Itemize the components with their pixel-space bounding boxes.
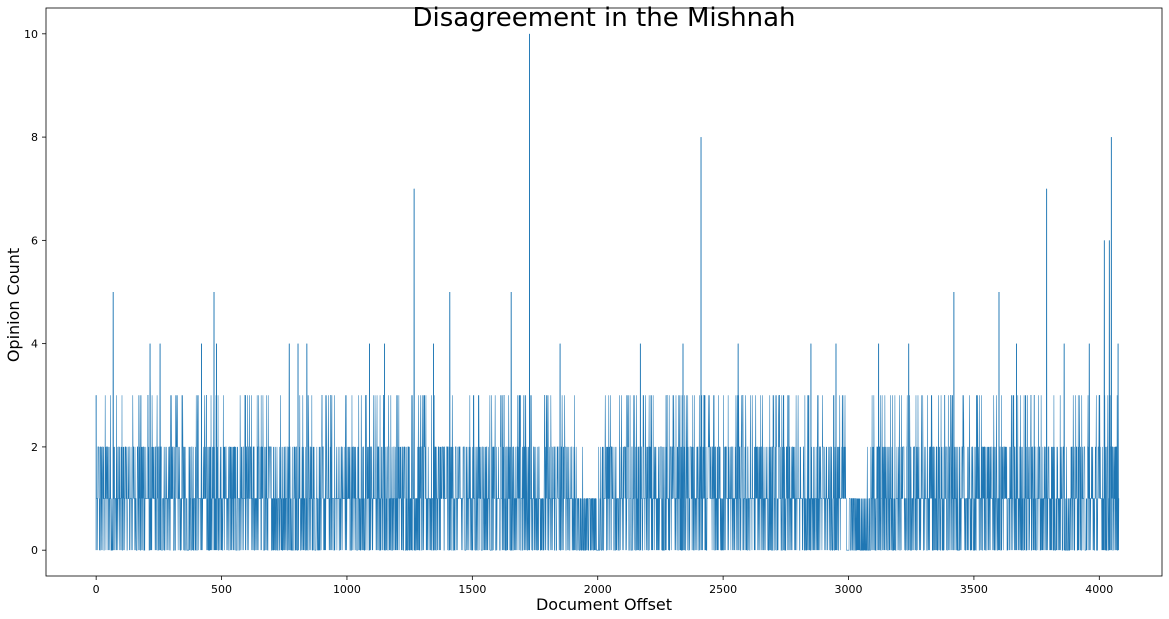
y-axis: 0 2 4 6 8 10: [24, 28, 46, 557]
y-tick-label: 0: [31, 544, 38, 557]
x-tick-label: 0: [93, 583, 100, 596]
x-tick-label: 3000: [835, 583, 863, 596]
y-tick-label: 8: [31, 131, 38, 144]
x-tick-label: 500: [211, 583, 232, 596]
series-line: [95, 33, 1120, 551]
y-tick-label: 10: [24, 28, 38, 41]
x-axis-label: Document Offset: [536, 595, 672, 614]
x-tick-label: 2000: [584, 583, 612, 596]
y-axis-label: Opinion Count: [4, 248, 23, 362]
x-axis: 0 500 1000 1500 2000 2500 3000 3500 4000: [93, 576, 1113, 596]
x-tick-label: 1000: [333, 583, 361, 596]
chart-title: Disagreement in the Mishnah: [412, 3, 795, 33]
y-tick-label: 4: [31, 338, 38, 351]
x-tick-label: 2500: [709, 583, 737, 596]
x-tick-label: 1500: [458, 583, 486, 596]
series-layer: [95, 33, 1120, 551]
y-tick-label: 2: [31, 441, 38, 454]
x-tick-label: 3500: [960, 583, 988, 596]
x-tick-label: 4000: [1085, 583, 1113, 596]
y-tick-label: 6: [31, 234, 38, 247]
plot-frame: [45, 7, 1163, 577]
